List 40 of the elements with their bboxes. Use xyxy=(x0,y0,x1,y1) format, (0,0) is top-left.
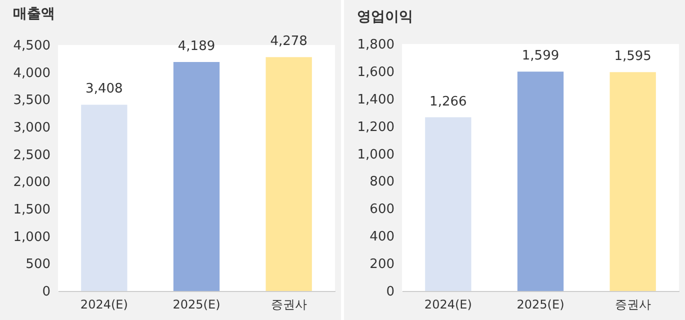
y-tick-label: 400 xyxy=(370,230,394,245)
x-tick-label: 2025(E) xyxy=(516,298,564,312)
y-tick-label: 600 xyxy=(370,202,394,218)
y-tick-label: 800 xyxy=(370,174,394,190)
y-tick-label: 1,500 xyxy=(13,202,50,218)
y-tick-label: 2,000 xyxy=(13,175,50,190)
x-tick-label: 2024(E) xyxy=(424,298,472,312)
data-label: 1,595 xyxy=(614,49,652,64)
bar xyxy=(173,62,220,291)
bar xyxy=(517,72,564,291)
x-tick-label: 2024(E) xyxy=(80,298,128,312)
chart-title: 영업이익 xyxy=(356,9,413,25)
y-tick-label: 4,500 xyxy=(13,38,50,54)
bar xyxy=(425,117,472,291)
y-tick-label: 1,000 xyxy=(13,230,50,245)
chart-title: 매출액 xyxy=(12,6,55,22)
y-tick-label: 3,000 xyxy=(13,120,50,136)
y-tick-label: 1,800 xyxy=(357,38,394,52)
data-label: 4,278 xyxy=(270,34,308,50)
x-tick-label: 증권사 xyxy=(614,298,651,312)
y-tick-label: 200 xyxy=(370,257,394,272)
bar xyxy=(266,57,312,291)
data-label: 1,266 xyxy=(430,94,467,110)
y-tick-label: 0 xyxy=(386,284,394,300)
y-tick-label: 1,000 xyxy=(357,147,394,162)
y-tick-label: 1,600 xyxy=(357,64,394,80)
bar xyxy=(610,72,656,291)
data-label: 3,408 xyxy=(86,82,123,97)
y-tick-label: 4,000 xyxy=(13,66,50,81)
y-tick-label: 1,400 xyxy=(357,92,394,108)
y-tick-label: 0 xyxy=(42,284,50,300)
bar xyxy=(81,104,128,291)
y-tick-label: 1,200 xyxy=(357,120,394,135)
x-tick-label: 증권사 xyxy=(270,298,307,312)
y-tick-label: 3,500 xyxy=(13,93,50,108)
y-tick-label: 2,500 xyxy=(13,148,50,163)
data-label: 4,189 xyxy=(178,39,216,54)
y-tick-label: 500 xyxy=(26,257,50,272)
x-tick-label: 2025(E) xyxy=(172,298,220,312)
data-label: 1,599 xyxy=(522,48,560,64)
